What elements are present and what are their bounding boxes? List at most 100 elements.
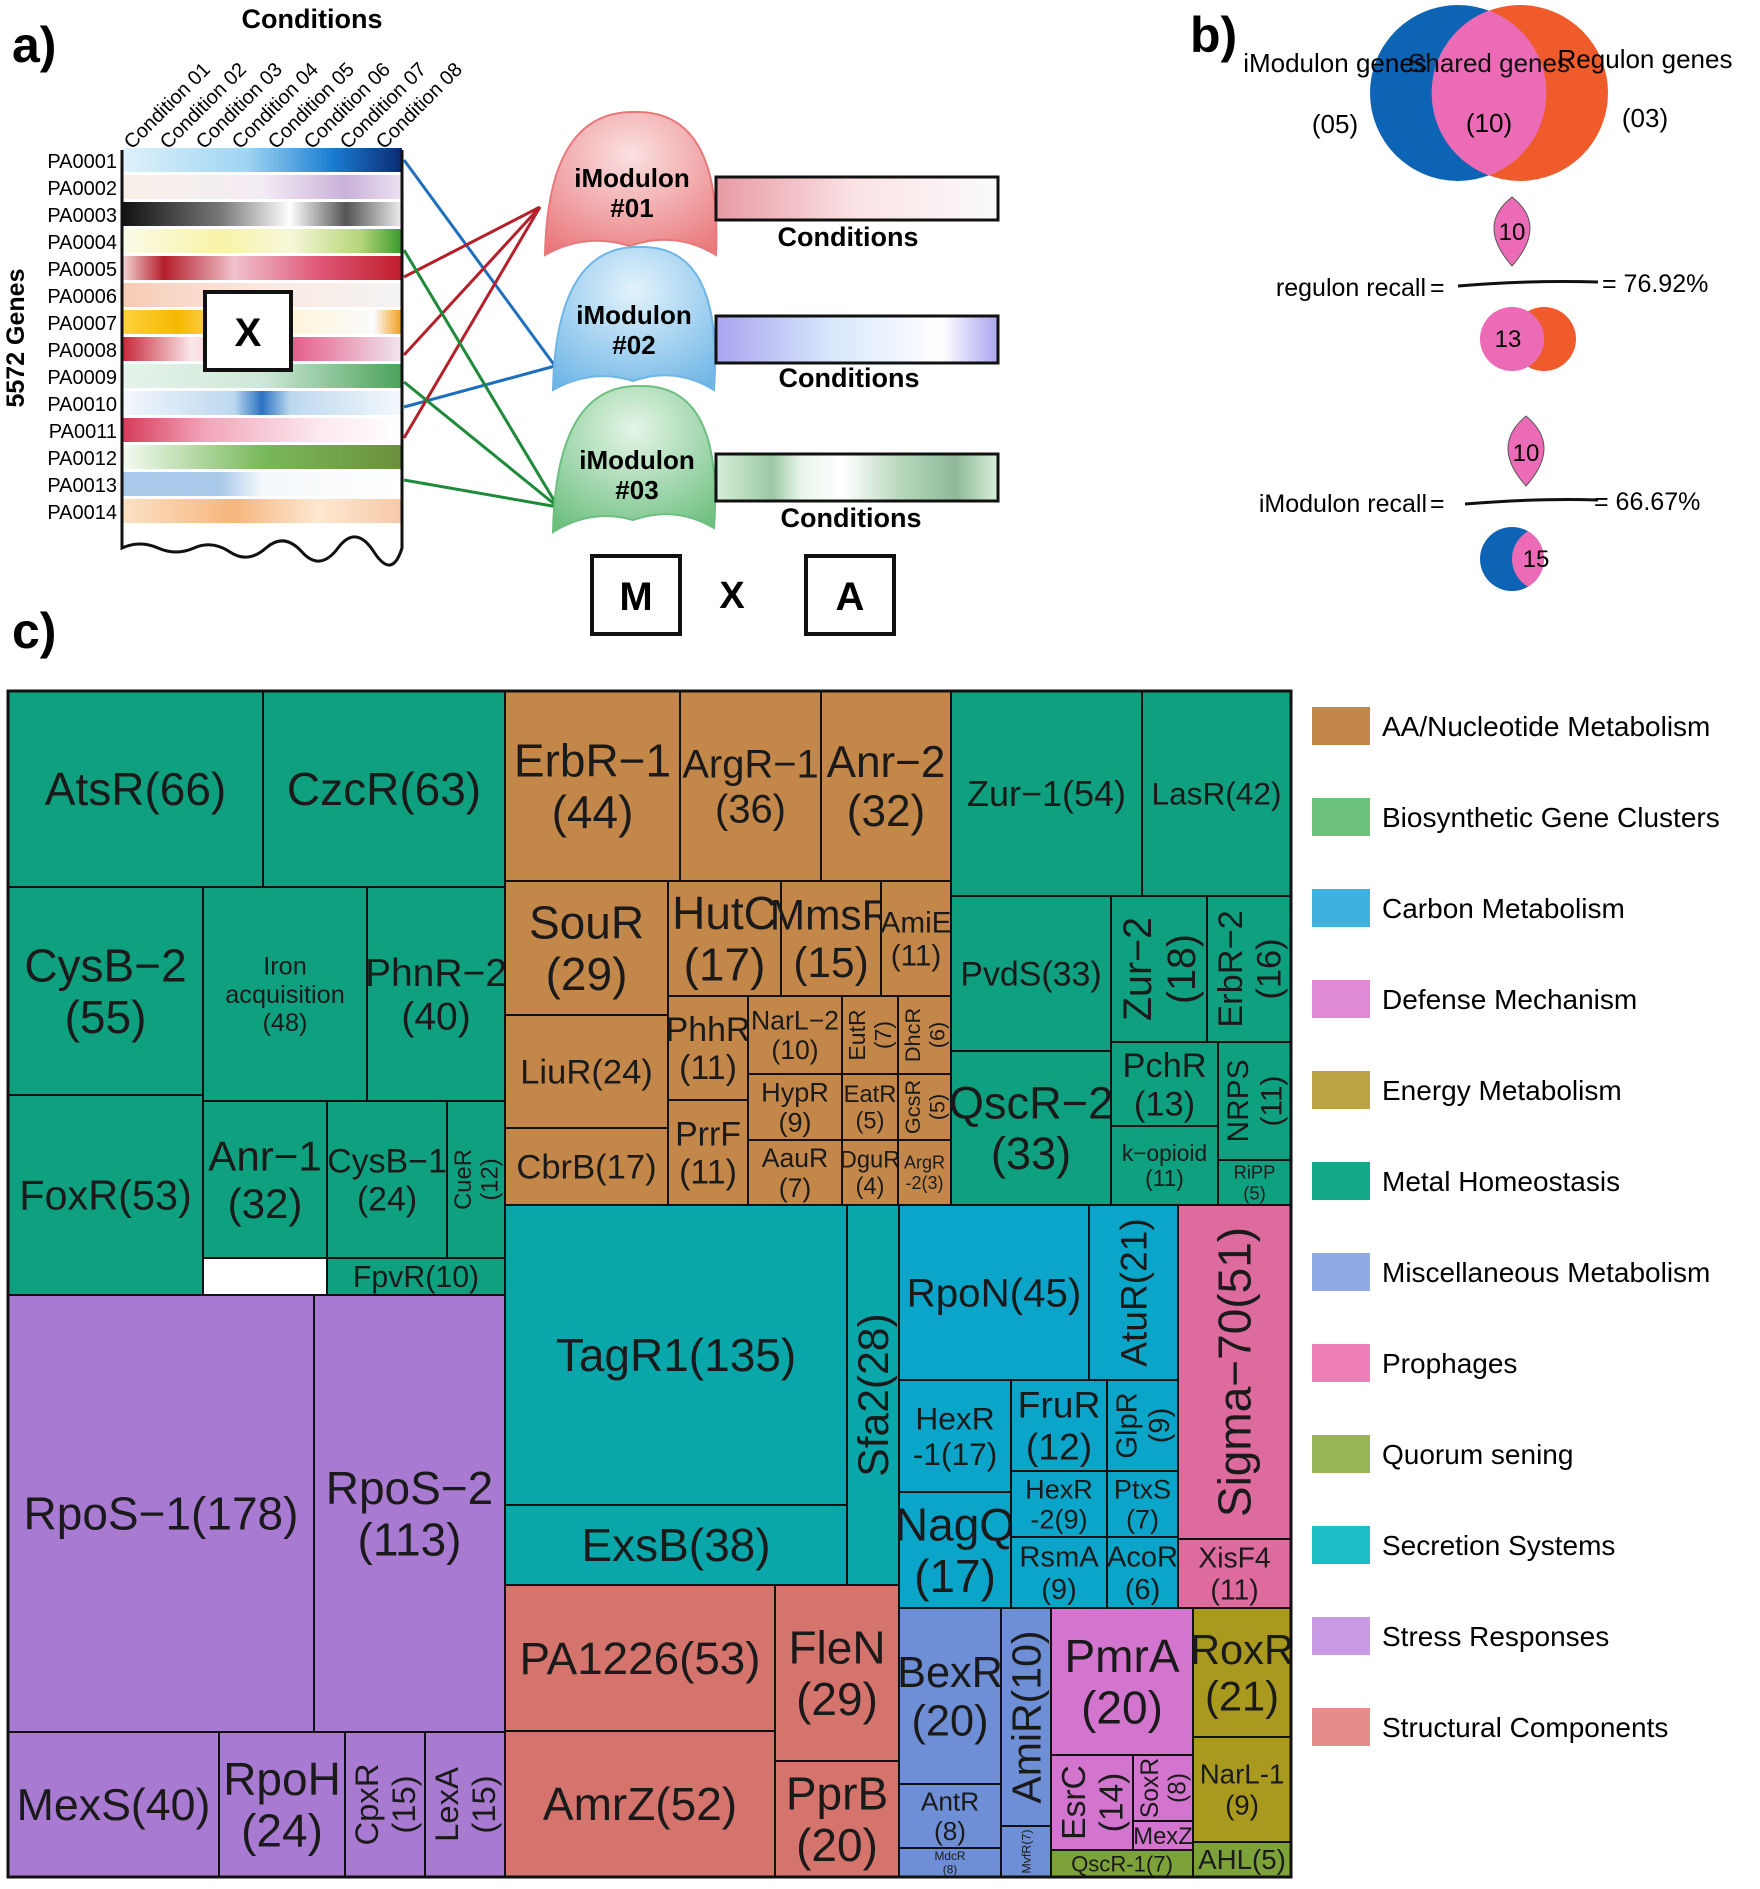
treemap-tile-label: Anr−1 (32) [208, 1133, 322, 1227]
treemap-tile-label: Iron acquisition (48) [225, 953, 345, 1038]
treemap-tile-label: AauR (7) [762, 1143, 829, 1203]
regulon-recall-fraction-bar [1457, 280, 1599, 288]
treemap-tile: EutR(7) [841, 995, 899, 1075]
treemap-tile-label: AntR (8) [921, 1786, 979, 1845]
treemap-tile-label: MmsR (15) [770, 892, 892, 987]
link-line [402, 205, 542, 357]
treemap-tile-label-line: (8) [1164, 1773, 1191, 1803]
treemap-tile-label-line: ErbR−2 [1212, 910, 1250, 1028]
treemap-tile: CpxR(15) [344, 1731, 426, 1878]
shared-genes-label: Shared genes [1408, 48, 1570, 78]
treemap-tile: NRPS(11) [1217, 1041, 1292, 1161]
treemap-tile-label: CueR(12) [450, 1149, 504, 1210]
treemap-tile-box [667, 880, 782, 997]
treemap-tile: RpoH (24) [218, 1731, 346, 1878]
imodulon-03-id: #03 [615, 475, 658, 505]
treemap-tile-label-line: QscR-1(7) [1071, 1851, 1173, 1876]
treemap-tile: NarL−2 (10) [747, 995, 843, 1075]
link-line [403, 364, 556, 409]
gene-label: PA0007 [47, 313, 117, 335]
imodulon-03-name: iModulon [579, 445, 695, 475]
legend-label: Miscellaneous Metabolism [1382, 1257, 1710, 1288]
treemap-tile-label-line: (17) [914, 1550, 996, 1602]
link-line [402, 249, 560, 508]
treemap-tile-label: PchR (13) [1122, 1047, 1206, 1124]
x-matrix-symbol: X [235, 311, 262, 355]
treemap-tile-label-line: (11) [679, 1049, 737, 1087]
gene-expression-row [122, 418, 402, 442]
treemap-tile-box [747, 1073, 843, 1141]
treemap-tile-box [1110, 1125, 1219, 1206]
treemap-tile-label-line: (48) [263, 1009, 308, 1037]
treemap-tile-label-line: RiPP [1234, 1162, 1276, 1183]
panel-b: b) iModulon genes (05) Shared genes (10)… [1190, 5, 1732, 591]
treemap-tile-box [1132, 1754, 1194, 1822]
treemap-tile-label-line: HexR [1025, 1473, 1093, 1504]
legend-swatch [1312, 1708, 1370, 1746]
legend-item: Prophages [1312, 1344, 1517, 1382]
treemap-tile: PmrA (20) [1050, 1607, 1194, 1756]
treemap-tile-label: TagR1(135) [556, 1329, 796, 1381]
treemap-tile-label-line: (15) [793, 939, 868, 986]
treemap-tile: XisF4 (11) [1177, 1538, 1292, 1609]
treemap-tile: MvfR(7) [1000, 1825, 1052, 1878]
treemap-tile: NagQ (17) [895, 1491, 1015, 1609]
regulon-recall-numerator-lens [1493, 196, 1531, 267]
treemap-tile-box [1192, 1607, 1292, 1738]
treemap-tile-box [424, 1731, 506, 1878]
treemap-tile-label: AtsR(66) [45, 763, 226, 815]
panel-a-label: a) [12, 17, 56, 73]
treemap-tile-label: NarL−2 (10) [751, 1005, 839, 1065]
treemap-tile: AauR (7) [747, 1139, 843, 1206]
imodulon-genes-label-text: iModulon genes [1243, 48, 1427, 78]
legend-item: AA/Nucleotide Metabolism [1312, 707, 1710, 745]
treemap-tile: QscR−2 (33) [949, 1050, 1113, 1206]
treemap-tile-box [1106, 1536, 1179, 1609]
treemap-tile-label: CpxR(15) [348, 1763, 422, 1845]
treemap-tile: SoxR(8) [1132, 1754, 1194, 1822]
treemap-tile-label-line: NRPS [1222, 1059, 1255, 1142]
treemap-tile: ErbR−1 (44) [504, 690, 681, 882]
treemap-tile-label: CysB−1 (24) [327, 1142, 447, 1218]
treemap-tile-label-line: (15) [385, 1775, 422, 1833]
treemap-tile: AcoR (6) [1106, 1536, 1179, 1609]
treemap-tile-label: LiuR(24) [520, 1054, 653, 1092]
treemap-tile-box [1132, 1820, 1194, 1851]
treemap-tile-box [1192, 1841, 1292, 1878]
venn-shared-region [1431, 10, 1547, 176]
treemap-tile: GlpR(9) [1106, 1379, 1179, 1472]
treemap-tile-box [7, 1731, 220, 1878]
treemap-tile: HutC (17) [667, 880, 782, 997]
treemap-tile-label-line: RoxR [1190, 1626, 1294, 1673]
treemap-tile-label-line: AtsR(66) [45, 763, 226, 815]
imodulon-02-conditions-label: Conditions [779, 363, 920, 393]
treemap-tile-label-line: (32) [228, 1180, 303, 1227]
treemap-tile-label: EutR(7) [844, 1009, 896, 1060]
gene-expression-row [122, 256, 402, 280]
treemap-tile-box [1106, 1470, 1179, 1538]
treemap-tile: HexR -1(17) [898, 1379, 1012, 1493]
treemap-tile-label-line: (18) [1160, 934, 1204, 1004]
treemap-tile: PrrF (11) [667, 1099, 749, 1206]
treemap-tile-label-line: CysB−1 [327, 1142, 447, 1180]
gene-label: PA0003 [47, 205, 117, 227]
treemap-tile: HexR -2(9) [1010, 1470, 1108, 1538]
m-matrix-box [590, 554, 682, 636]
legend-item: Biosynthetic Gene Clusters [1312, 798, 1720, 836]
treemap-tile-label: EsrC(14) [1056, 1765, 1131, 1840]
treemap-tile-label-line: SouR [529, 896, 644, 948]
imodulon-02: iModulon #02 Conditions [551, 245, 1000, 393]
treemap-tile-label-line: ArgR [904, 1153, 945, 1173]
legend-swatch [1312, 798, 1370, 836]
link-lines [402, 159, 560, 509]
treemap-tile-label: RiPP (5) [1234, 1162, 1276, 1204]
legend-label: Structural Components [1382, 1712, 1668, 1743]
treemap-tile-label-line: RpoS−1(178) [24, 1488, 299, 1540]
treemap-tile-label: ErbR−1 (44) [514, 734, 671, 838]
treemap-tile-label-line: PmrA [1065, 1630, 1180, 1682]
legend-swatch [1312, 1253, 1370, 1291]
treemap-tile-label: FruR (12) [1018, 1384, 1101, 1468]
treemap-tile-label-line: (24) [241, 1804, 323, 1856]
